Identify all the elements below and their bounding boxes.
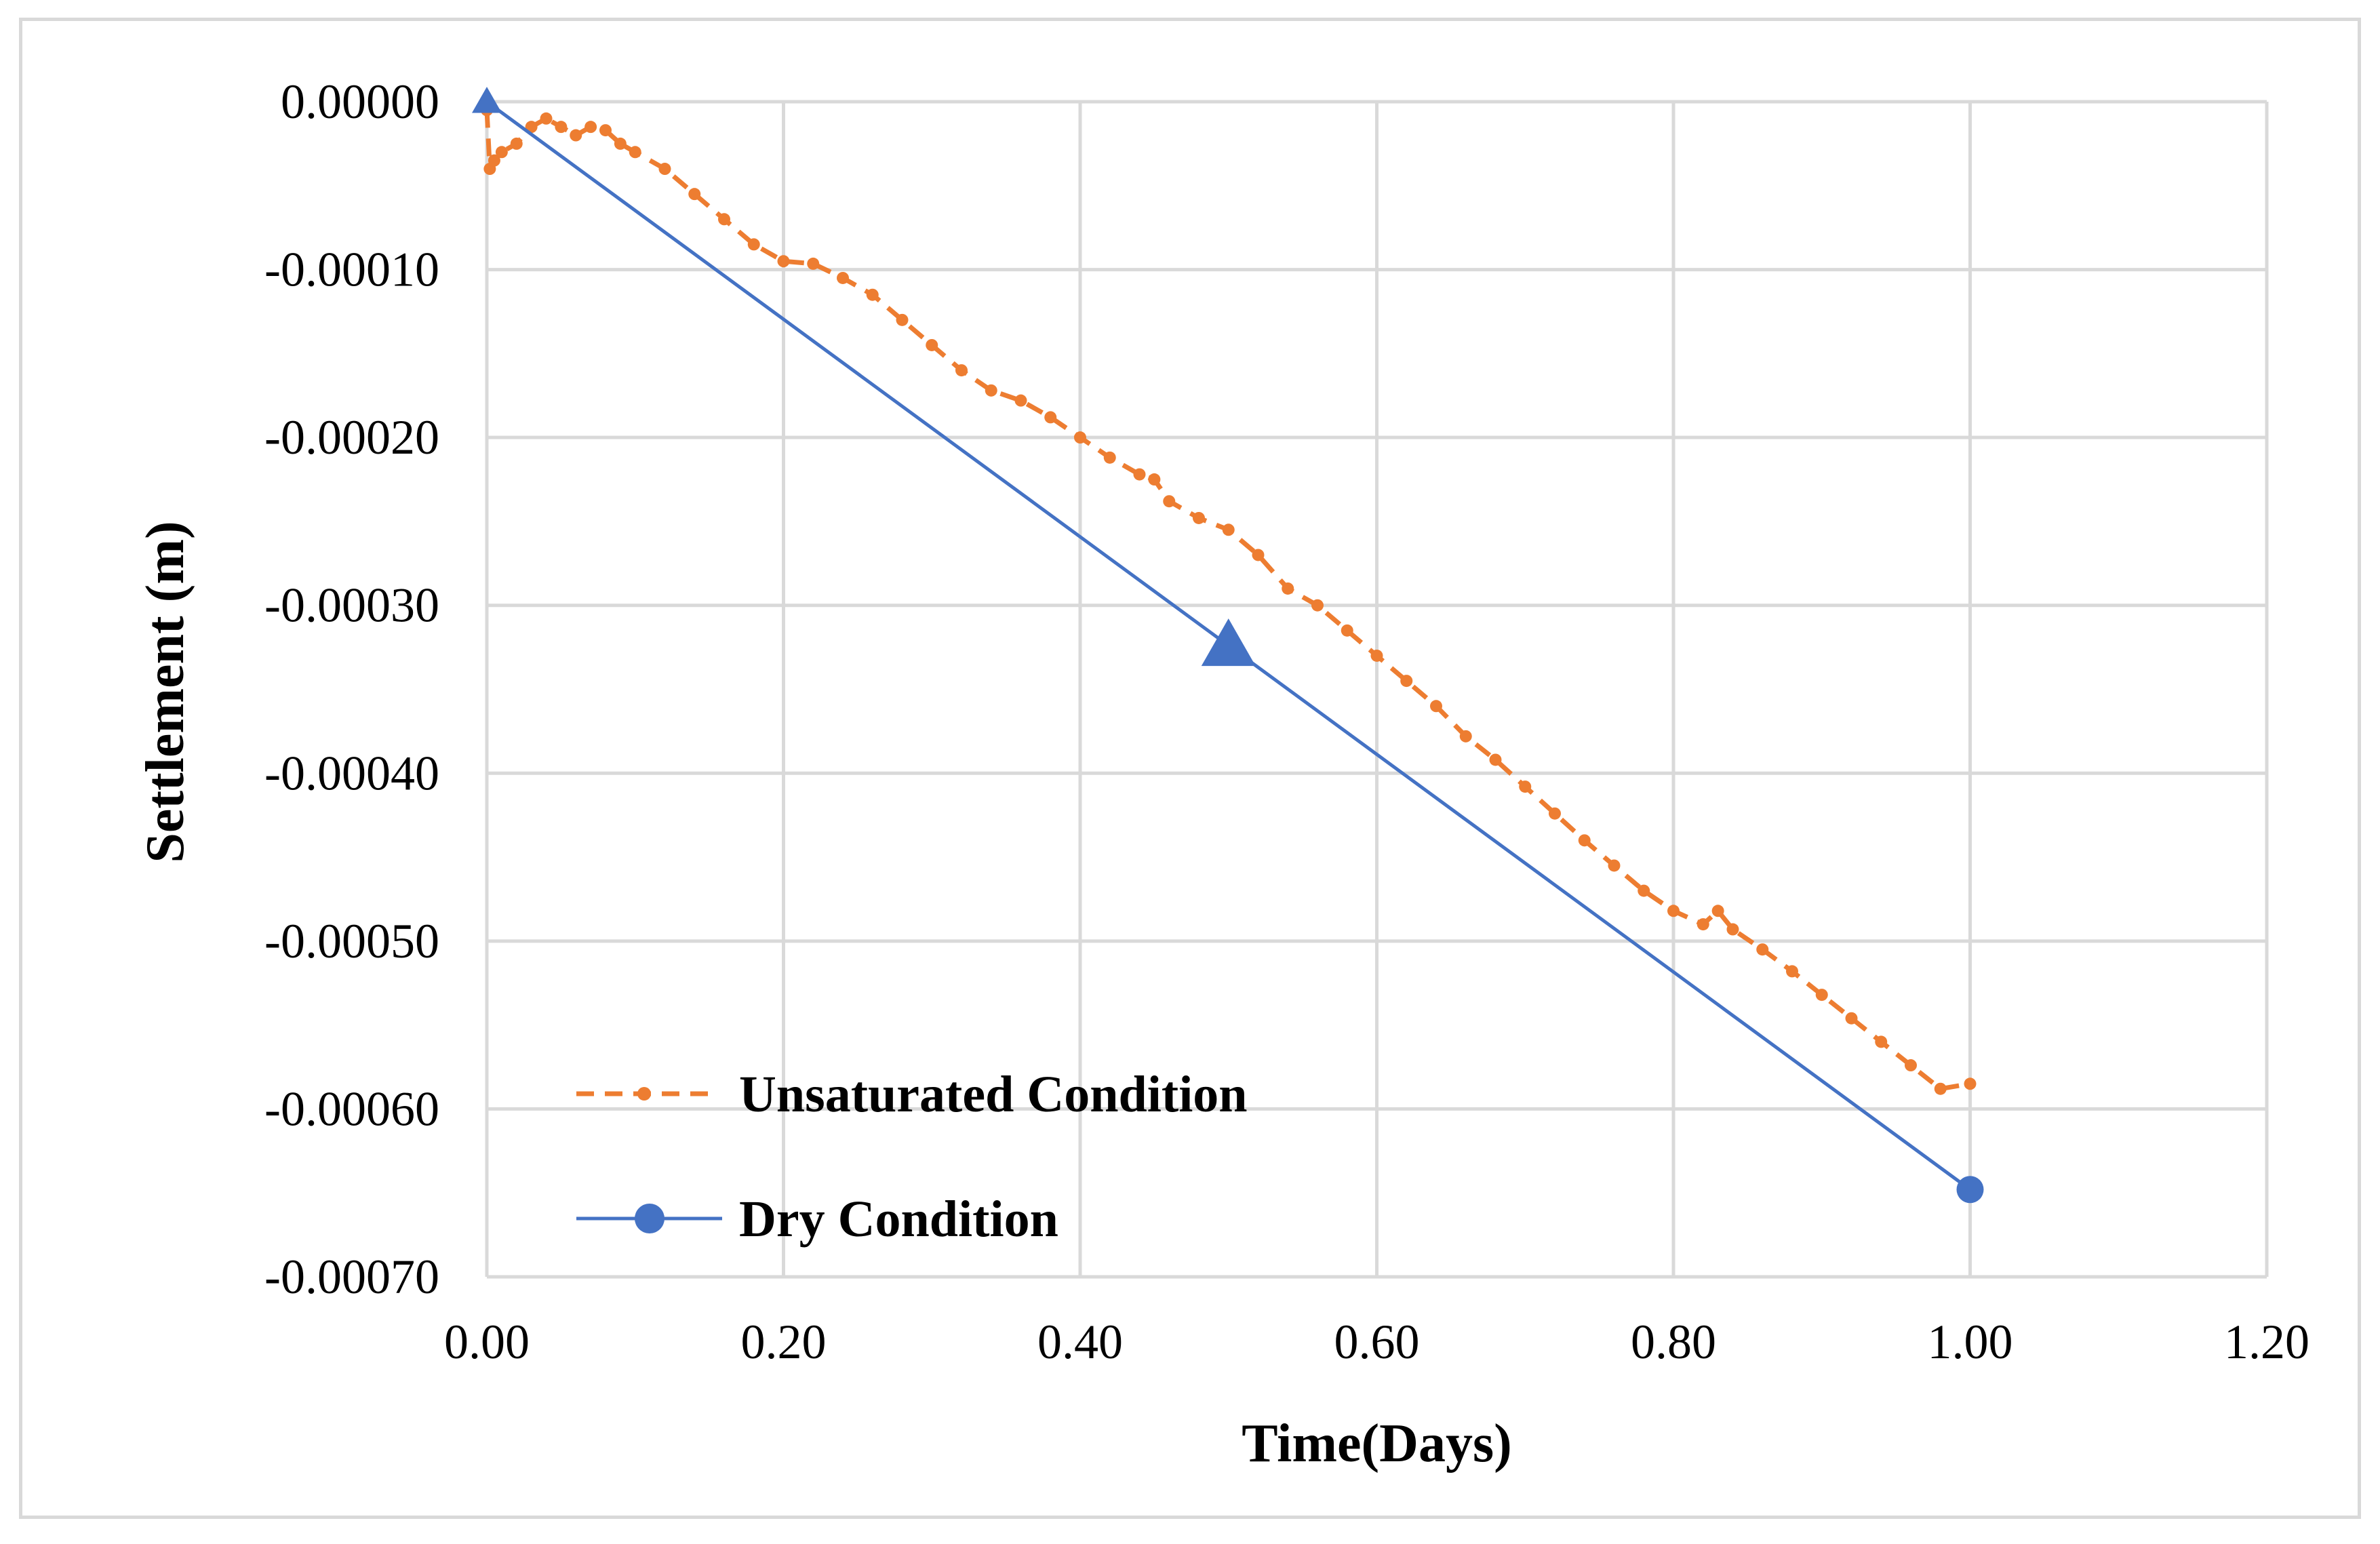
- x-tick-label: 0.40: [1037, 1315, 1123, 1369]
- x-tick-label: 0.20: [741, 1315, 827, 1369]
- data-point-unsaturated: [1845, 1012, 1858, 1025]
- data-point-unsaturated: [1786, 965, 1798, 978]
- data-series: [472, 87, 1984, 1204]
- data-point-dry: [472, 87, 502, 113]
- data-point-unsaturated: [1252, 549, 1265, 561]
- data-point-unsaturated: [1726, 923, 1739, 936]
- data-point-unsaturated: [896, 313, 909, 326]
- data-point-unsaturated: [926, 338, 938, 351]
- data-point-unsaturated: [629, 146, 641, 159]
- data-point-unsaturated: [1148, 473, 1161, 486]
- data-point-unsaturated: [837, 271, 849, 284]
- y-axis-title: Settlement (m): [136, 521, 195, 863]
- y-tick-label: -0.00010: [264, 243, 439, 297]
- data-point-unsaturated: [1074, 431, 1086, 444]
- legend-item-unsaturated: Unsaturated Condition: [576, 1066, 1248, 1123]
- data-point-unsaturated: [688, 188, 701, 201]
- data-point-unsaturated: [1697, 918, 1709, 931]
- grid-lines: [485, 100, 2269, 1279]
- data-point-unsaturated: [1667, 905, 1680, 917]
- data-point-unsaturated: [1222, 523, 1235, 536]
- data-point-unsaturated: [658, 163, 671, 176]
- data-point-unsaturated: [1964, 1077, 1977, 1090]
- data-point-unsaturated: [555, 121, 568, 134]
- x-tick-label: 1.20: [2224, 1315, 2309, 1369]
- data-point-unsaturated: [1044, 411, 1057, 424]
- data-point-unsaturated: [1638, 884, 1650, 897]
- data-point-unsaturated: [1430, 700, 1442, 713]
- data-point-unsaturated: [777, 255, 790, 268]
- data-point-unsaturated: [1578, 834, 1591, 847]
- data-point-unsaturated: [1519, 780, 1532, 793]
- data-point-unsaturated: [1549, 807, 1561, 820]
- data-point-unsaturated: [1934, 1082, 1947, 1095]
- legend: Unsaturated Condition Dry Condition: [576, 1066, 1248, 1248]
- data-point-unsaturated: [1014, 394, 1027, 407]
- legend-marker-dry: [635, 1204, 665, 1233]
- x-tick-label: 1.00: [1928, 1315, 2013, 1369]
- data-point-unsaturated: [1163, 495, 1176, 508]
- legend-marker-unsaturated: [637, 1087, 651, 1101]
- x-axis-title: Time(Days): [1242, 1414, 1511, 1473]
- y-tick-label: 0.00000: [281, 75, 439, 129]
- data-point-unsaturated: [955, 364, 968, 377]
- data-point-unsaturated: [510, 137, 523, 150]
- data-point-unsaturated: [1103, 451, 1116, 464]
- data-point-unsaturated: [1711, 905, 1724, 917]
- data-point-unsaturated: [1875, 1035, 1888, 1048]
- data-point-unsaturated: [1193, 511, 1205, 524]
- data-point-dry: [1201, 618, 1256, 667]
- y-tick-label: -0.00030: [264, 578, 439, 633]
- data-point-unsaturated: [1489, 753, 1502, 766]
- data-point-unsaturated: [1400, 675, 1413, 688]
- data-point-unsaturated: [570, 129, 582, 142]
- x-tick-label: 0.80: [1631, 1315, 1716, 1369]
- data-point-unsaturated: [747, 238, 760, 251]
- data-point-unsaturated: [1756, 943, 1769, 956]
- data-point-unsaturated: [584, 121, 597, 134]
- data-point-unsaturated: [866, 288, 879, 301]
- data-point-unsaturated: [1815, 989, 1828, 1002]
- data-point-unsaturated: [985, 384, 997, 397]
- y-tick-label: -0.00070: [264, 1250, 439, 1304]
- legend-label-unsaturated: Unsaturated Condition: [739, 1066, 1248, 1123]
- data-point-unsaturated: [495, 146, 508, 159]
- y-tick-label: -0.00020: [264, 410, 439, 464]
- data-point-unsaturated: [525, 121, 538, 134]
- y-tick-label: -0.00050: [264, 914, 439, 968]
- data-point-unsaturated: [1608, 859, 1621, 872]
- data-point-unsaturated: [807, 257, 820, 270]
- data-point-unsaturated: [1311, 599, 1324, 612]
- data-point-unsaturated: [1133, 468, 1146, 481]
- y-tick-label: -0.00040: [264, 746, 439, 800]
- data-point-unsaturated: [488, 154, 500, 167]
- x-tick-label: 0.00: [444, 1315, 530, 1369]
- tick-labels: 0.00000 -0.00010 -0.00020 -0.00030 -0.00040 -…: [264, 75, 2309, 1369]
- data-point-unsaturated: [1282, 582, 1294, 595]
- data-point-unsaturated: [1905, 1059, 1917, 1072]
- data-point-unsaturated: [1341, 624, 1353, 637]
- data-point-unsaturated: [614, 137, 627, 150]
- legend-item-dry: Dry Condition: [576, 1191, 1058, 1248]
- data-point-unsaturated: [599, 124, 612, 137]
- data-point-unsaturated: [540, 112, 553, 125]
- legend-label-dry: Dry Condition: [739, 1191, 1058, 1248]
- data-point-unsaturated: [718, 213, 730, 226]
- data-point-unsaturated: [1459, 730, 1472, 743]
- data-point-dry: [1956, 1176, 1984, 1204]
- x-tick-label: 0.60: [1334, 1315, 1420, 1369]
- y-tick-label: -0.00060: [264, 1082, 439, 1136]
- data-point-unsaturated: [1370, 649, 1383, 662]
